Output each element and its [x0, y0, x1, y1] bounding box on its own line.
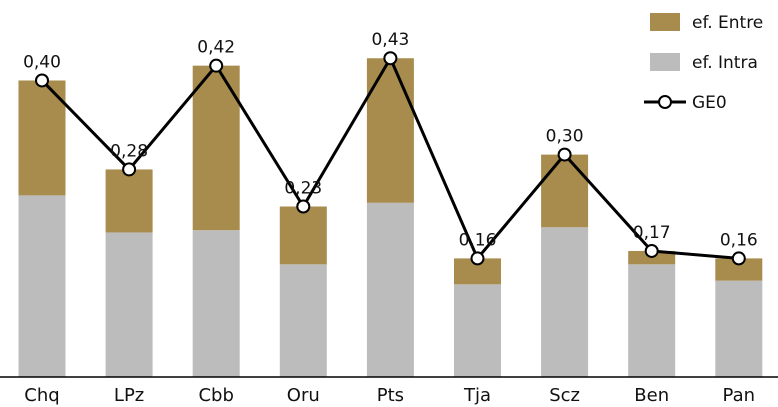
legend-swatch-ge0-marker	[658, 95, 672, 109]
ge0-line-layer	[35, 51, 746, 266]
data-label: 0,43	[371, 30, 409, 50]
ge0-point-chq	[35, 73, 49, 88]
data-label: 0,23	[284, 179, 322, 199]
bar-intra-pan	[715, 280, 763, 377]
bar-intra-lpz	[105, 232, 153, 377]
x-tick-label: Pts	[377, 385, 404, 406]
bar-intra-pts	[366, 202, 414, 377]
data-label: 0,28	[110, 141, 148, 161]
data-label: 0,42	[197, 38, 235, 58]
data-label: 0,16	[459, 230, 497, 250]
bars-layer	[18, 58, 763, 377]
bar-intra-scz	[541, 227, 589, 377]
x-tick-labels: Chq LPz Cbb Oru Pts Tja Scz Ben Pan	[24, 385, 755, 406]
ge0-point-scz	[557, 147, 572, 162]
data-label: 0,40	[23, 52, 61, 72]
ge0-point-pts	[383, 51, 398, 66]
legend-swatch-intra	[650, 53, 680, 71]
ge0-point-pan	[731, 251, 746, 266]
x-tick-label: Oru	[287, 385, 320, 406]
bar-entre-oru	[279, 206, 327, 265]
data-labels: 0,40 0,28 0,42 0,23 0,43 0,16 0,30 0,17 0,16	[23, 30, 758, 250]
ge0-point-cbb	[209, 58, 224, 73]
x-tick-label: LPz	[114, 385, 144, 406]
ge0-point-lpz	[122, 162, 137, 177]
bar-entre-pan	[715, 258, 763, 281]
bar-entre-scz	[541, 154, 589, 228]
ge0-point-ben	[644, 243, 659, 258]
data-label: 0,30	[546, 127, 584, 147]
x-tick-label: Ben	[634, 385, 669, 406]
ge0-point-oru	[296, 199, 311, 214]
bar-intra-tja	[454, 284, 501, 377]
bar-entre-lpz	[105, 169, 153, 233]
legend-label: ef. Entre	[692, 13, 763, 33]
x-tick-label: Chq	[24, 385, 59, 406]
data-label: 0,16	[720, 230, 758, 250]
legend-label: ef. Intra	[692, 53, 758, 73]
x-tick-label: Tja	[463, 385, 491, 406]
x-tick-label: Pan	[723, 385, 755, 406]
x-tick-label: Cbb	[198, 385, 233, 406]
data-label: 0,17	[633, 223, 671, 243]
bar-intra-cbb	[192, 230, 240, 377]
bar-intra-ben	[628, 264, 676, 377]
legend-label: GE0	[692, 93, 727, 113]
ge0-point-tja	[470, 251, 485, 266]
bar-intra-chq	[18, 195, 66, 377]
x-tick-label: Scz	[549, 385, 580, 406]
legend-swatch-entre	[650, 13, 680, 31]
bar-intra-oru	[279, 264, 327, 377]
bar-entre-pts	[366, 58, 414, 203]
bar-entre-chq	[18, 80, 66, 196]
legend: ef. Entre ef. Intra GE0	[644, 13, 763, 113]
